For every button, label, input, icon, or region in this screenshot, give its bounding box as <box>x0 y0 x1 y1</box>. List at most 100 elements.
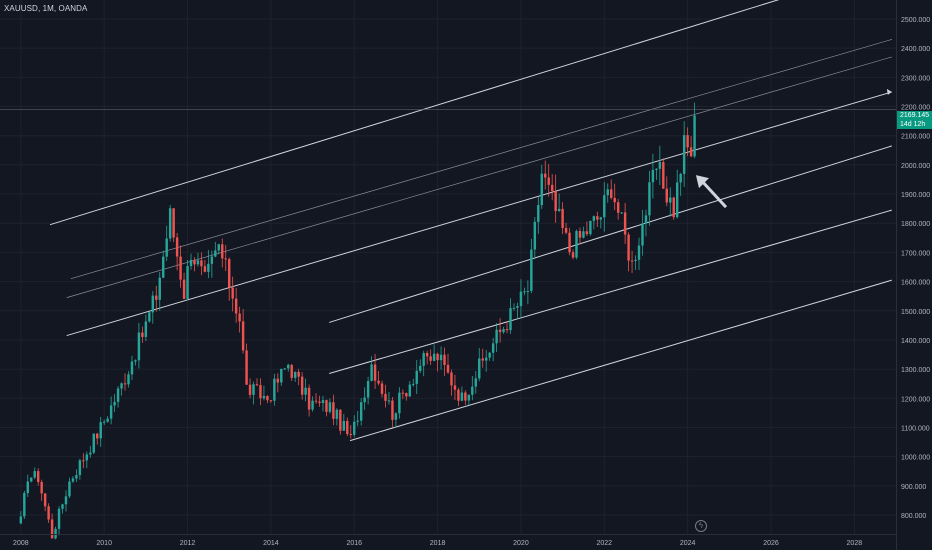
arrow-head <box>695 175 709 189</box>
candle-body <box>523 291 526 293</box>
price-tick-label: 1800.000 <box>901 221 930 228</box>
candle-body <box>328 402 332 412</box>
last-price-value: 2169.145 <box>900 112 930 119</box>
candle-body <box>408 384 412 397</box>
candle-body <box>436 353 439 361</box>
candle-body <box>457 389 460 401</box>
candle-body <box>669 197 672 203</box>
candle-body <box>175 237 179 257</box>
time-tick-label: 2026 <box>763 540 779 547</box>
candle-body <box>252 384 255 395</box>
price-tick-label: 1000.000 <box>901 455 930 462</box>
trendline <box>66 91 892 337</box>
candle-body <box>484 357 488 361</box>
candle-body <box>544 173 547 178</box>
time-axis[interactable]: 2008 2010 2012 2014 2016 2018 2020 2022 2024 2026… <box>13 540 862 547</box>
candle-body <box>623 212 627 235</box>
candle-body <box>610 189 613 198</box>
candle-body <box>293 371 297 378</box>
candle-body <box>432 353 436 361</box>
candle-body <box>182 279 186 299</box>
candle-body <box>231 287 234 299</box>
candle-body <box>109 405 113 419</box>
candle-body <box>89 452 92 455</box>
candle-body <box>412 383 415 385</box>
candle-body <box>332 402 335 419</box>
candle-body <box>155 295 158 300</box>
candle-body <box>564 227 568 233</box>
candle-body <box>297 371 300 377</box>
candle-body <box>64 496 68 505</box>
trendline <box>70 39 892 280</box>
candle-body <box>401 392 405 394</box>
candle-body <box>394 413 398 420</box>
candle-body <box>547 177 550 185</box>
candle-body <box>75 475 78 479</box>
candles <box>19 102 696 540</box>
candle-body <box>464 392 467 401</box>
candle-body <box>644 215 648 224</box>
candle-body <box>335 409 339 419</box>
candle-body <box>439 354 443 361</box>
candle-body <box>19 516 23 524</box>
symbol-title[interactable]: XAUUSD, 1M, OANDA <box>4 4 88 13</box>
candle-body <box>311 400 314 410</box>
candle-body <box>575 230 578 258</box>
candle-body <box>370 364 373 381</box>
price-tick-label: 1600.000 <box>901 280 930 287</box>
candle-body <box>443 354 446 365</box>
candle-body <box>210 256 214 264</box>
candle-body <box>505 329 509 331</box>
candle-body <box>224 258 227 260</box>
price-tick-label: 1300.000 <box>901 367 930 374</box>
lightning-circle-icon[interactable]: ϟ <box>695 520 707 532</box>
candle-body <box>307 387 311 410</box>
candle-body <box>43 493 47 507</box>
bar-countdown: 14d 12h <box>900 121 926 128</box>
candle-body <box>380 383 384 394</box>
candle-body <box>276 378 280 383</box>
time-tick-label: 2010 <box>96 540 112 547</box>
candle-body <box>339 409 342 431</box>
price-axis[interactable]: 800.000 900.000 1000.000 1100.000 1200.000 13… <box>901 17 930 520</box>
candle-body <box>620 212 623 214</box>
price-tick-label: 2300.000 <box>901 75 930 82</box>
time-tick-label: 2008 <box>13 540 29 547</box>
candle-body <box>346 420 349 435</box>
candle-body <box>537 205 540 222</box>
candle-body <box>384 393 387 401</box>
candle-body <box>606 189 609 196</box>
candle-body <box>238 313 241 322</box>
candle-body <box>106 418 109 422</box>
candle-body <box>172 208 175 238</box>
candle-body <box>259 385 262 399</box>
candle-body <box>123 383 127 385</box>
grid-lines <box>0 0 896 534</box>
candle-body <box>460 392 464 401</box>
time-tick-label: 2018 <box>430 540 446 547</box>
candle-body <box>85 454 89 461</box>
time-tick-label: 2022 <box>596 540 612 547</box>
candle-body <box>689 147 693 157</box>
candle-body <box>641 223 644 246</box>
candle-body <box>592 216 596 221</box>
trendline <box>66 56 892 298</box>
candle-body <box>450 372 453 386</box>
candle-body <box>92 433 95 453</box>
candle-body <box>634 259 637 262</box>
time-tick-label: 2028 <box>847 540 863 547</box>
candle-body <box>613 197 616 203</box>
time-tick-label: 2020 <box>513 540 529 547</box>
time-tick-label: 2016 <box>346 540 362 547</box>
candle-body <box>516 306 519 308</box>
candle-body <box>61 504 64 509</box>
candle-body <box>99 422 102 439</box>
candle-body <box>141 332 144 337</box>
candle-body <box>203 266 207 272</box>
candle-body <box>30 477 33 482</box>
candle-body <box>50 519 54 539</box>
candle-body <box>168 208 172 239</box>
arrow-annotation <box>695 175 728 209</box>
candle-body <box>127 374 130 385</box>
